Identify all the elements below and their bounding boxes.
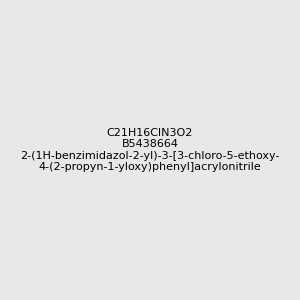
Text: C21H16ClN3O2
B5438664
2-(1H-benzimidazol-2-yl)-3-[3-chloro-5-ethoxy-
4-(2-propyn: C21H16ClN3O2 B5438664 2-(1H-benzimidazol… — [20, 128, 280, 172]
